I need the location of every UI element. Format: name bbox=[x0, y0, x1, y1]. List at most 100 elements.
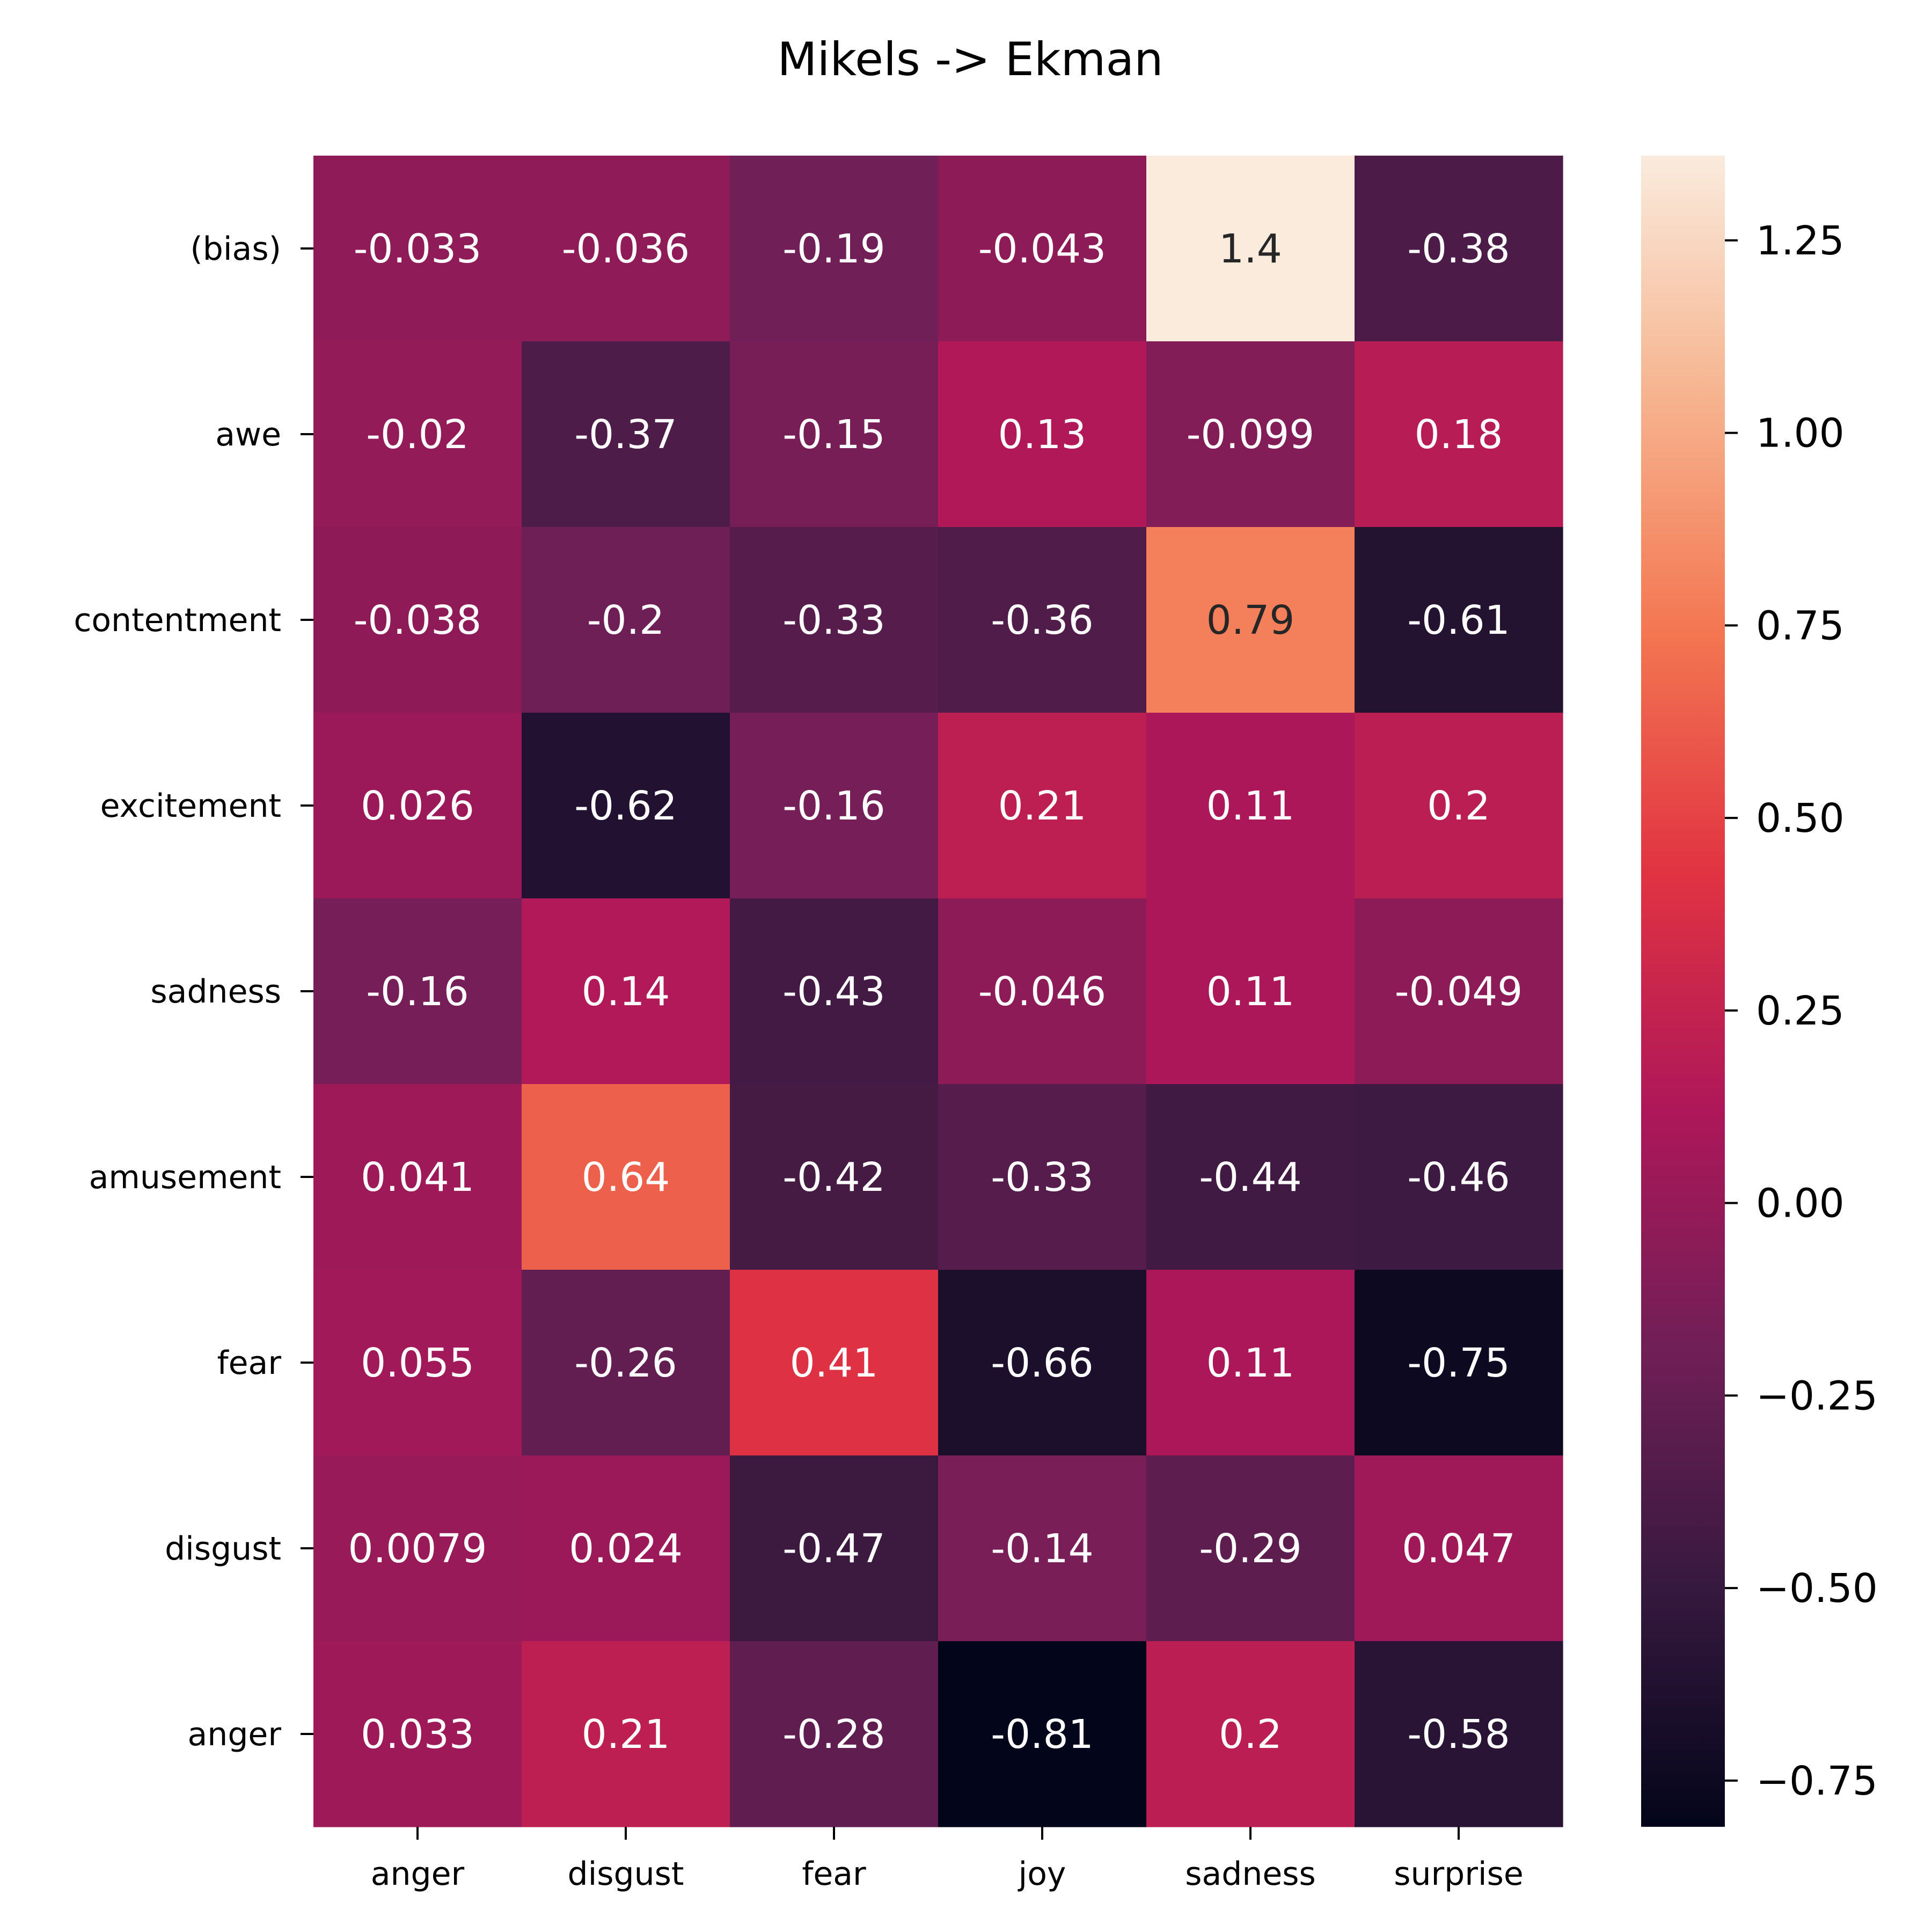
heatmap-cell bbox=[313, 713, 522, 899]
heatmap-cell bbox=[1146, 1455, 1355, 1642]
heatmap-cell bbox=[522, 898, 730, 1085]
heatmap-cell bbox=[730, 1270, 939, 1456]
x-tick-label: fear bbox=[802, 1855, 866, 1893]
heatmap-cell bbox=[313, 156, 522, 342]
cell-annotation: 0.0079 bbox=[348, 1526, 487, 1572]
chart-title: Mikels -> Ekman bbox=[777, 33, 1163, 86]
cell-annotation: -0.19 bbox=[782, 226, 885, 272]
y-tick-label: amusement bbox=[89, 1159, 281, 1196]
cell-annotation: -0.099 bbox=[1187, 412, 1315, 458]
heatmap-cell bbox=[730, 341, 939, 528]
cell-annotation: -0.33 bbox=[782, 597, 885, 643]
cell-annotation: -0.15 bbox=[782, 412, 885, 458]
heatmap-cell bbox=[313, 1641, 522, 1827]
heatmap-cell bbox=[1355, 898, 1563, 1085]
heatmap-cells bbox=[313, 156, 1563, 1827]
heatmap-cell bbox=[938, 1455, 1147, 1642]
cell-annotation: -0.29 bbox=[1199, 1526, 1301, 1572]
cell-annotation: 0.79 bbox=[1206, 597, 1295, 643]
heatmap-cell bbox=[1146, 898, 1355, 1085]
colorbar-axis: −0.75 −0.50 −0.25 0.00 0.25 0.50 0.75 1.00 1.25 bbox=[1725, 218, 1878, 1804]
cell-annotation: 1.4 bbox=[1219, 226, 1282, 272]
y-tick-label: sadness bbox=[150, 973, 281, 1011]
x-tick-label: surprise bbox=[1394, 1855, 1524, 1893]
cell-annotation: -0.42 bbox=[782, 1154, 885, 1201]
cell-annotation: -0.33 bbox=[991, 1154, 1093, 1201]
cell-annotation: -0.36 bbox=[991, 597, 1093, 643]
x-tick-label: disgust bbox=[568, 1855, 684, 1893]
cell-annotation: 0.21 bbox=[582, 1711, 670, 1758]
cell-annotation: -0.02 bbox=[366, 412, 469, 458]
cell-annotation: -0.033 bbox=[354, 226, 482, 272]
heatmap-cell bbox=[522, 1270, 730, 1456]
y-tick-label: anger bbox=[188, 1716, 282, 1753]
cell-annotation: -0.036 bbox=[562, 226, 690, 272]
heatmap-cell bbox=[522, 156, 730, 342]
colorbar-tick-label: −0.75 bbox=[1756, 1758, 1878, 1804]
cell-annotation: -0.16 bbox=[782, 783, 885, 829]
y-tick-label: fear bbox=[217, 1344, 282, 1382]
heatmap-cell bbox=[1355, 1455, 1563, 1642]
cell-annotation: -0.043 bbox=[978, 226, 1107, 272]
cell-annotation: -0.46 bbox=[1407, 1154, 1510, 1201]
cell-annotation: -0.47 bbox=[782, 1526, 885, 1572]
cell-annotation: 0.11 bbox=[1206, 1340, 1295, 1386]
heatmap-cell bbox=[938, 1641, 1147, 1827]
y-axis: (bias) awe contentment excitement sadness amu… bbox=[74, 230, 313, 1753]
cell-annotation: 0.64 bbox=[582, 1154, 670, 1201]
cell-annotation: -0.14 bbox=[991, 1526, 1093, 1572]
cell-annotation: 0.21 bbox=[998, 783, 1087, 829]
heatmap-cell bbox=[1146, 341, 1355, 528]
cell-annotation: -0.66 bbox=[991, 1340, 1093, 1386]
heatmap-cell bbox=[1355, 1270, 1563, 1456]
heatmap-cell bbox=[938, 527, 1147, 713]
heatmap-cell bbox=[1355, 1084, 1563, 1270]
y-tick-label: contentment bbox=[74, 602, 281, 639]
heatmap-cell bbox=[1355, 341, 1563, 528]
cell-annotation: 0.047 bbox=[1402, 1526, 1516, 1572]
y-tick-label: (bias) bbox=[190, 230, 281, 268]
heatmap-cell bbox=[313, 1270, 522, 1456]
cell-annotation: -0.81 bbox=[991, 1711, 1093, 1758]
heatmap-cell bbox=[522, 1641, 730, 1827]
heatmap-cell bbox=[1146, 156, 1355, 342]
cell-annotation: 0.041 bbox=[361, 1154, 474, 1201]
cell-annotation: -0.049 bbox=[1395, 969, 1523, 1015]
cell-annotation: -0.43 bbox=[782, 969, 885, 1015]
cell-annotation: 0.055 bbox=[361, 1340, 474, 1386]
heatmap-cell bbox=[522, 1084, 730, 1270]
colorbar-tick-label: 0.75 bbox=[1756, 603, 1845, 649]
heatmap-cell bbox=[730, 713, 939, 899]
x-axis: anger disgust fear joy sadness surprise bbox=[371, 1827, 1524, 1893]
cell-annotation: 0.18 bbox=[1415, 412, 1503, 458]
heatmap-cell bbox=[1146, 713, 1355, 899]
colorbar bbox=[1641, 156, 1725, 1827]
cell-annotation: -0.44 bbox=[1199, 1154, 1301, 1201]
cell-annotation: 0.026 bbox=[361, 783, 474, 829]
cell-annotation: 0.11 bbox=[1206, 783, 1295, 829]
cell-annotation: -0.62 bbox=[574, 783, 677, 829]
heatmap-cell bbox=[313, 527, 522, 713]
cell-annotation: -0.37 bbox=[574, 412, 677, 458]
heatmap-cell bbox=[730, 156, 939, 342]
heatmap-cell bbox=[313, 898, 522, 1085]
heatmap-cell bbox=[522, 713, 730, 899]
heatmap-cell bbox=[1355, 713, 1563, 899]
colorbar-tick-label: 1.00 bbox=[1756, 411, 1845, 457]
colorbar-tick-label: −0.25 bbox=[1756, 1373, 1878, 1419]
y-tick-label: awe bbox=[215, 416, 281, 453]
heatmap-cell bbox=[730, 1641, 939, 1827]
heatmap-cell bbox=[938, 1084, 1147, 1270]
heatmap-cell bbox=[313, 1455, 522, 1642]
cell-annotation: -0.75 bbox=[1407, 1340, 1510, 1386]
cell-annotation: 0.024 bbox=[569, 1526, 683, 1572]
heatmap-cell bbox=[313, 1084, 522, 1270]
heatmap-cell bbox=[730, 527, 939, 713]
colorbar-tick-label: 0.50 bbox=[1756, 795, 1845, 841]
cell-annotation: 0.2 bbox=[1427, 783, 1490, 829]
heatmap-cell bbox=[1355, 1641, 1563, 1827]
cell-annotation: -0.61 bbox=[1407, 597, 1510, 643]
heatmap-cell bbox=[1146, 1084, 1355, 1270]
heatmap-cell bbox=[1355, 527, 1563, 713]
